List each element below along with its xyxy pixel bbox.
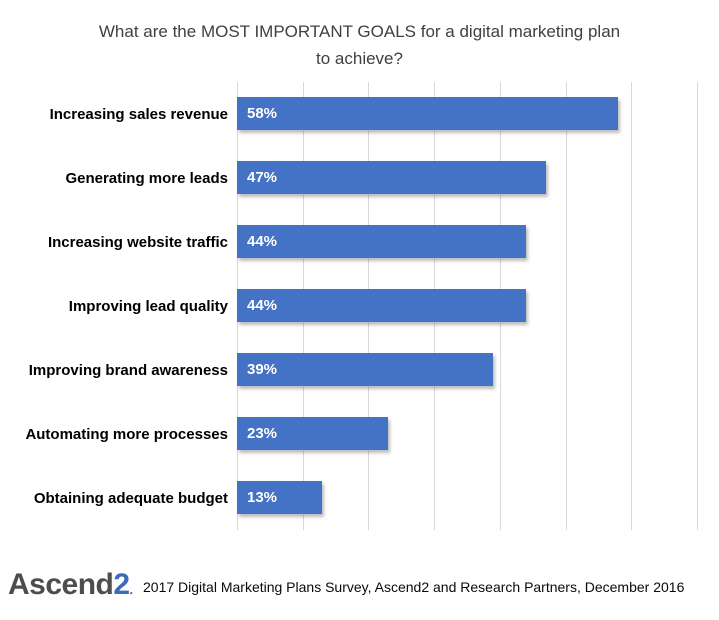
bar-value-label: 47% (247, 169, 278, 186)
category-label: Automating more processes (25, 425, 228, 443)
bar: 44% (237, 225, 527, 258)
source-caption: 2017 Digital Marketing Plans Survey, Asc… (143, 579, 685, 595)
bar-value-label: 39% (247, 361, 278, 378)
bar-value-label: 23% (247, 425, 278, 442)
bar: 58% (237, 97, 619, 130)
chart-title-line1: What are the MOST IMPORTANT GOALS for a … (98, 22, 621, 41)
bar: 44% (237, 289, 527, 322)
category-label: Improving lead quality (68, 297, 228, 315)
bar-row: 44% (237, 210, 697, 274)
bar: 47% (237, 161, 546, 194)
gridline (697, 82, 698, 530)
logo-trademark-mark: . (129, 583, 133, 597)
logo-accent: 2 (113, 568, 130, 601)
bar-value-label: 58% (247, 105, 278, 122)
bar-row: 58% (237, 82, 697, 146)
bar-row: 39% (237, 338, 697, 402)
category-label: Improving brand awareness (28, 361, 228, 379)
category-label: Generating more leads (65, 169, 228, 187)
gridline (631, 82, 633, 530)
bar: 23% (237, 417, 389, 450)
chart-title-line2: to achieve? (316, 49, 403, 68)
category-label: Obtaining adequate budget (33, 489, 228, 507)
bar-value-label: 13% (247, 489, 278, 506)
bar-value-label: 44% (247, 233, 278, 250)
bar: 13% (237, 481, 323, 514)
bar-value-label: 44% (247, 297, 278, 314)
bar-row: 47% (237, 146, 697, 210)
category-axis: Increasing sales revenue Generating more … (0, 82, 228, 530)
plot-area: 58% 47% 44% 44% 39% 23% 13% (237, 82, 698, 530)
category-label: Increasing website traffic (47, 233, 228, 251)
chart-title: What are the MOST IMPORTANT GOALS for a … (0, 18, 719, 72)
bar: 39% (237, 353, 494, 386)
category-label: Increasing sales revenue (49, 105, 228, 123)
bar-row: 13% (237, 466, 697, 530)
bar-row: 44% (237, 274, 697, 338)
gridline (565, 82, 567, 530)
bar-row: 23% (237, 402, 697, 466)
ascend2-logo: Ascend2. (8, 568, 133, 607)
logo-text: Ascend (8, 568, 114, 601)
